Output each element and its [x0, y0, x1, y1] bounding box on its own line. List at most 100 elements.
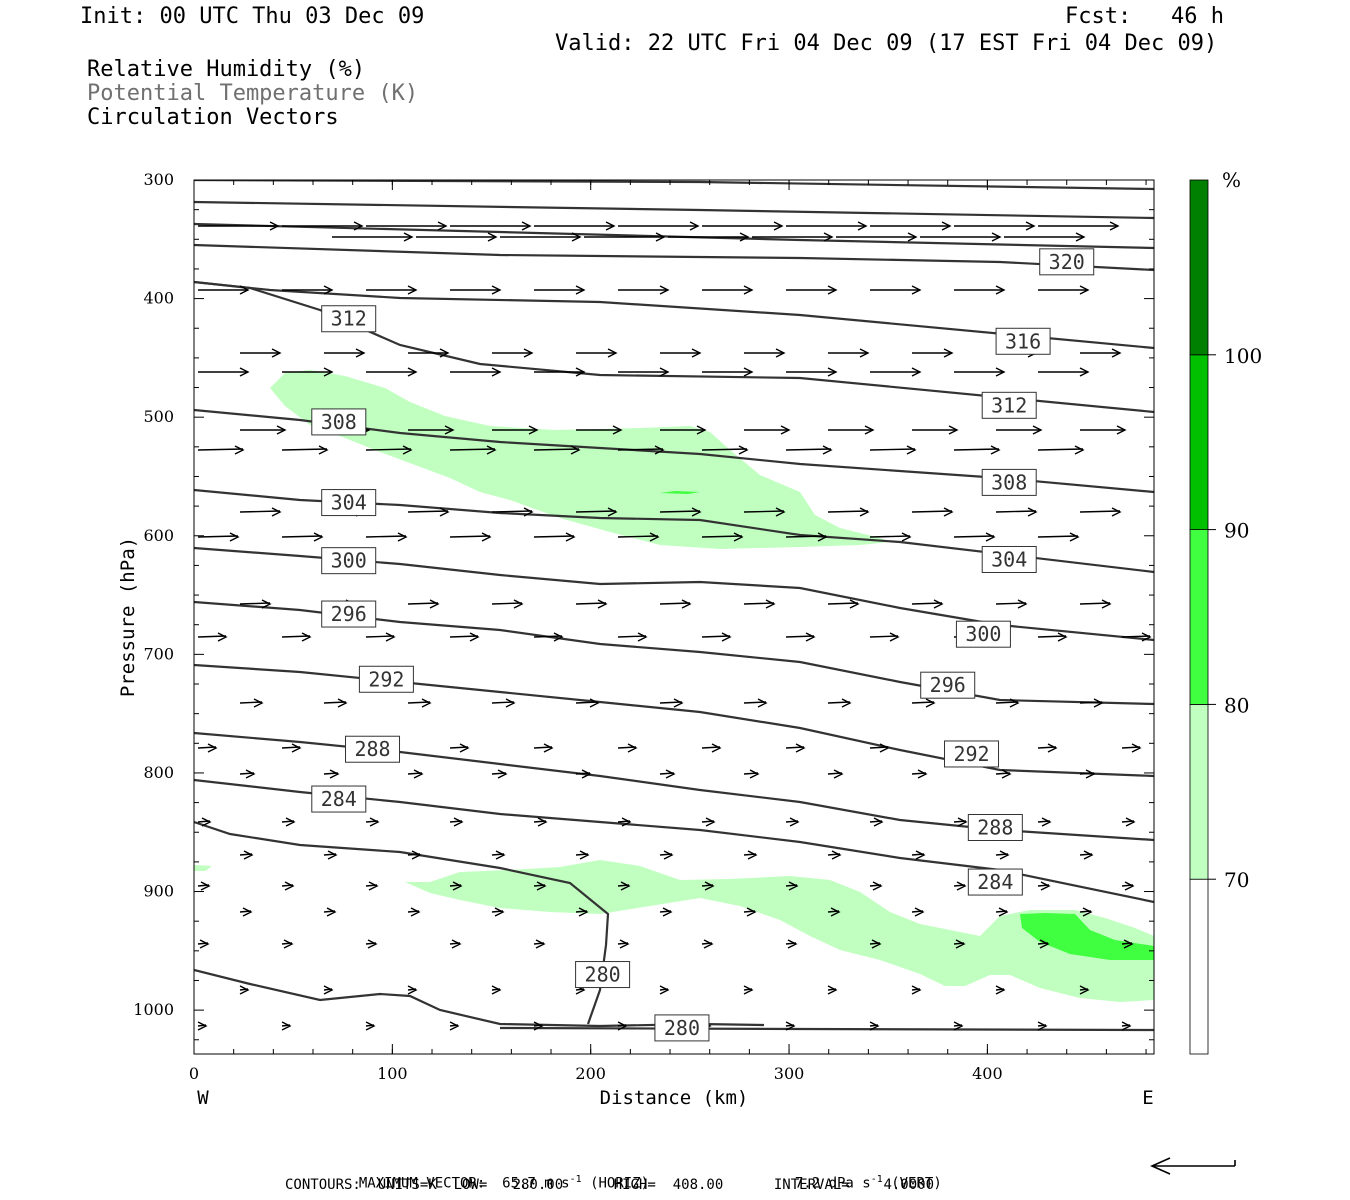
vector-arrow-head: [421, 698, 432, 708]
vector-arrow: [533, 535, 575, 538]
vector-arrow: [743, 510, 785, 513]
vector-arrow-head: [1123, 939, 1134, 949]
vector-arrow-head: [1027, 507, 1038, 517]
contour-label-box: [995, 327, 1051, 355]
contour-label-288: 288: [345, 735, 401, 763]
vector-arrow-head: [655, 232, 666, 242]
contour-label-text: 280: [664, 1016, 700, 1040]
vector-arrow-head: [1101, 599, 1112, 609]
contour-label-box: [967, 813, 1023, 841]
vector-arrow-head: [733, 532, 744, 542]
theta-312-line: [194, 280, 1154, 414]
vector-arrow-head: [911, 367, 922, 377]
vector-arrow: [449, 635, 479, 638]
valid-time: Valid: 22 UTC Fri 04 Dec 09 (17 EST Fri …: [555, 31, 1218, 56]
vector-arrow-head: [957, 817, 968, 827]
contour-label-box: [321, 600, 377, 628]
vector-arrow-head: [849, 599, 860, 609]
max-vector-horiz-unit: (HORIZ): [590, 1175, 650, 1192]
colorbar-segment: [1189, 529, 1209, 705]
x-axis-east-label: E: [1142, 1087, 1153, 1109]
max-vector-horiz-exponent: -1: [569, 1174, 582, 1185]
vector-arrow-head: [689, 221, 700, 231]
contour-label-box: [981, 545, 1037, 573]
vector-arrow: [407, 701, 431, 704]
contour-label-box: [981, 391, 1037, 419]
vector-arrow: [743, 602, 775, 605]
init-time: Init: 00 UTC Thu 03 Dec 09: [80, 4, 425, 29]
vector-arrow-head: [523, 507, 534, 517]
vector-arrow: [659, 510, 701, 513]
contour-label-text: 312: [331, 307, 367, 331]
contour-label-308: 308: [981, 468, 1037, 496]
vector-arrow: [995, 510, 1037, 513]
vector-arrow-head: [619, 939, 630, 949]
y-tick-label: 1000: [133, 1000, 174, 1019]
x-tick-label: 100: [377, 1064, 408, 1083]
vector-arrow-head: [323, 367, 334, 377]
contour-label-box: [967, 868, 1023, 896]
vector-arrow: [533, 635, 563, 638]
vector-arrow: [617, 448, 664, 451]
contour-label-text: 300: [965, 622, 1001, 646]
forecast-hour: Fcst: 46 h: [1065, 4, 1224, 29]
vector-arrow-head: [537, 817, 548, 827]
vector-arrow-head: [1074, 445, 1085, 455]
vector-arrow-head: [407, 985, 418, 995]
vector-arrow: [617, 535, 659, 538]
vector-arrow-head: [831, 850, 842, 860]
contour-label-320: 320: [1039, 248, 1095, 276]
y-tick-label: 800: [143, 763, 174, 782]
vector-arrow-head: [368, 881, 379, 891]
x-axis-west-label: W: [197, 1087, 209, 1109]
vector-arrow: [911, 602, 943, 605]
contour-label-text: 292: [953, 742, 989, 766]
vector-arrow-head: [780, 425, 791, 435]
vector-arrow: [491, 701, 515, 704]
contour-label-box: [321, 547, 377, 575]
vector-arrow-head: [911, 285, 922, 295]
vector-arrow-head: [1141, 632, 1152, 642]
vector-arrow: [407, 510, 449, 513]
theta-320-line: [194, 243, 1154, 272]
vector-arrow-head: [869, 1021, 880, 1031]
vector-arrow: [827, 701, 851, 704]
circulation-vectors: [197, 221, 1152, 1031]
vector-arrow-head: [239, 367, 250, 377]
vector-arrow-head: [571, 232, 582, 242]
vector-arrow: [365, 635, 395, 638]
vector-arrow-head: [607, 507, 618, 517]
theta-316a-line: [194, 222, 1154, 250]
vector-arrow: [323, 701, 347, 704]
contour-label-box: [358, 665, 414, 693]
vector-arrow-head: [494, 907, 505, 917]
vector-arrow-head: [197, 1021, 208, 1031]
vector-arrow: [1037, 448, 1084, 451]
theta-316-line: [194, 280, 1154, 350]
vector-arrow-head: [827, 985, 838, 995]
vector-arrow-head: [523, 348, 534, 358]
y-axis-title: Pressure (hPa): [117, 537, 139, 697]
rh-shading: [194, 370, 1154, 1002]
vector-arrow-head: [1075, 232, 1086, 242]
vector-arrow: [827, 602, 859, 605]
x-tick-label: 200: [575, 1064, 606, 1083]
rh-shade-upper: [270, 370, 890, 549]
vector-arrow-head: [991, 232, 1002, 242]
vector-arrow-head: [581, 769, 592, 779]
vector-arrow-head: [407, 367, 418, 377]
vector-arrow-head: [1109, 221, 1120, 231]
vector-arrow-head: [1040, 881, 1051, 891]
contour-label-304: 304: [981, 545, 1037, 573]
vector-arrow-head: [453, 817, 464, 827]
contour-label-box: [955, 620, 1011, 648]
vector-arrow-head: [318, 445, 329, 455]
vector-arrow-head: [1017, 599, 1028, 609]
colorbar-level-label: 90: [1224, 519, 1249, 543]
contour-label-text: 296: [930, 673, 966, 697]
vector-arrow-head: [217, 632, 228, 642]
field-label-vectors: Circulation Vectors: [87, 105, 339, 130]
contour-label-box: [944, 740, 1000, 768]
vector-arrow-head: [365, 1021, 376, 1031]
